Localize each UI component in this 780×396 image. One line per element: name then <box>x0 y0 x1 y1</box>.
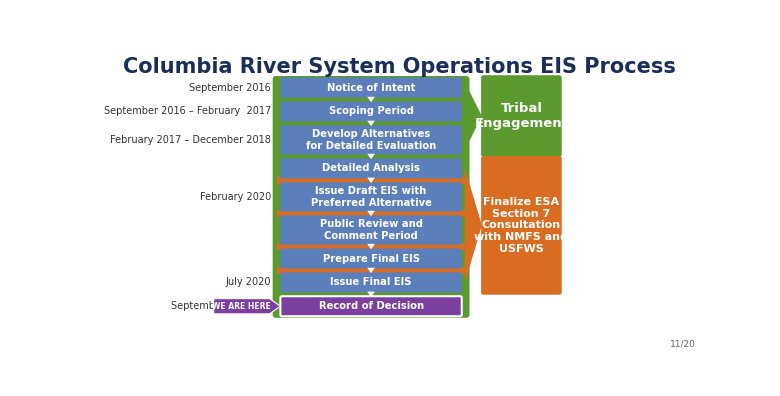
Polygon shape <box>367 154 375 159</box>
FancyBboxPatch shape <box>280 215 462 245</box>
Polygon shape <box>367 97 375 102</box>
FancyArrow shape <box>465 82 482 150</box>
FancyBboxPatch shape <box>280 78 462 97</box>
Bar <box>278 177 465 184</box>
Text: Scoping Period: Scoping Period <box>328 107 413 116</box>
Text: Issue Draft EIS with
Preferred Alternative: Issue Draft EIS with Preferred Alternati… <box>310 186 431 208</box>
Bar <box>278 96 465 103</box>
FancyBboxPatch shape <box>280 158 462 179</box>
Text: Record of Decision: Record of Decision <box>318 301 424 311</box>
Bar <box>278 153 465 160</box>
Text: September 2016 – February  2017: September 2016 – February 2017 <box>104 107 271 116</box>
FancyBboxPatch shape <box>280 101 462 122</box>
Text: Notice of Intent: Notice of Intent <box>327 82 415 93</box>
Polygon shape <box>367 121 375 126</box>
Bar <box>278 291 465 298</box>
Bar <box>278 267 465 274</box>
Text: Detailed Analysis: Detailed Analysis <box>322 164 420 173</box>
FancyBboxPatch shape <box>273 76 470 318</box>
Text: Finalize ESA
Section 7
Consultation
with NMFS and
USFWS: Finalize ESA Section 7 Consultation with… <box>474 197 569 253</box>
FancyBboxPatch shape <box>481 156 562 295</box>
Text: Issue Final EIS: Issue Final EIS <box>330 277 412 287</box>
Text: September 2016: September 2016 <box>190 82 271 93</box>
Bar <box>278 120 465 127</box>
Text: July 2020: July 2020 <box>225 277 271 287</box>
Text: Tribal
Engagement: Tribal Engagement <box>474 102 569 130</box>
FancyArrow shape <box>465 168 482 283</box>
Text: September 30, 2020: September 30, 2020 <box>171 301 271 311</box>
Polygon shape <box>367 178 375 183</box>
Text: WE ARE HERE: WE ARE HERE <box>212 302 271 311</box>
Text: February 2020: February 2020 <box>200 192 271 202</box>
FancyBboxPatch shape <box>481 75 562 157</box>
FancyArrow shape <box>214 299 280 314</box>
Text: Develop Alternatives
for Detailed Evaluation: Develop Alternatives for Detailed Evalua… <box>306 129 436 151</box>
FancyBboxPatch shape <box>280 296 462 316</box>
Bar <box>278 243 465 250</box>
FancyBboxPatch shape <box>280 249 462 268</box>
Text: Prepare Final EIS: Prepare Final EIS <box>323 253 420 263</box>
Polygon shape <box>367 291 375 297</box>
Polygon shape <box>367 268 375 273</box>
Text: Columbia River System Operations EIS Process: Columbia River System Operations EIS Pro… <box>123 57 676 77</box>
FancyBboxPatch shape <box>280 125 462 154</box>
FancyBboxPatch shape <box>280 182 462 211</box>
Text: Public Review and
Comment Period: Public Review and Comment Period <box>320 219 423 241</box>
Bar <box>278 210 465 217</box>
Text: February 2017 – December 2018: February 2017 – December 2018 <box>110 135 271 145</box>
FancyBboxPatch shape <box>280 272 462 292</box>
Polygon shape <box>367 244 375 249</box>
Text: 11/20: 11/20 <box>670 340 696 348</box>
Polygon shape <box>367 211 375 216</box>
